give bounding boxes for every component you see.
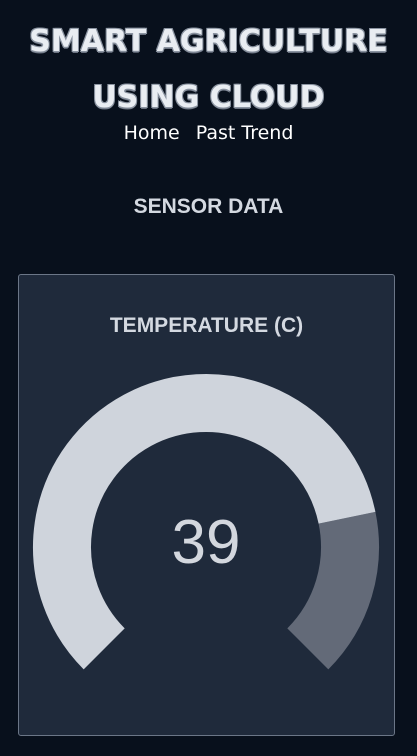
app-title-line-2: USING CLOUD: [92, 80, 325, 115]
gauge-remaining-arc: [286, 511, 379, 670]
temperature-card: TEMPERATURE (C) 39: [18, 274, 395, 736]
app-title: SMART AGRICULTURE USING CLOUD: [0, 14, 417, 126]
temperature-gauge: 39: [33, 374, 379, 670]
main-nav: Home Past Trend: [0, 118, 417, 148]
temperature-card-title: TEMPERATURE (C): [109, 314, 304, 337]
section-heading-sensor-data: SENSOR DATA: [133, 195, 284, 218]
gauge-value: 39: [172, 508, 241, 577]
app-title-line-1: SMART AGRICULTURE: [29, 24, 388, 59]
nav-link-home[interactable]: Home: [123, 122, 180, 144]
gauge-filled-arc: [33, 374, 376, 670]
nav-link-past-trend[interactable]: Past Trend: [195, 122, 294, 144]
